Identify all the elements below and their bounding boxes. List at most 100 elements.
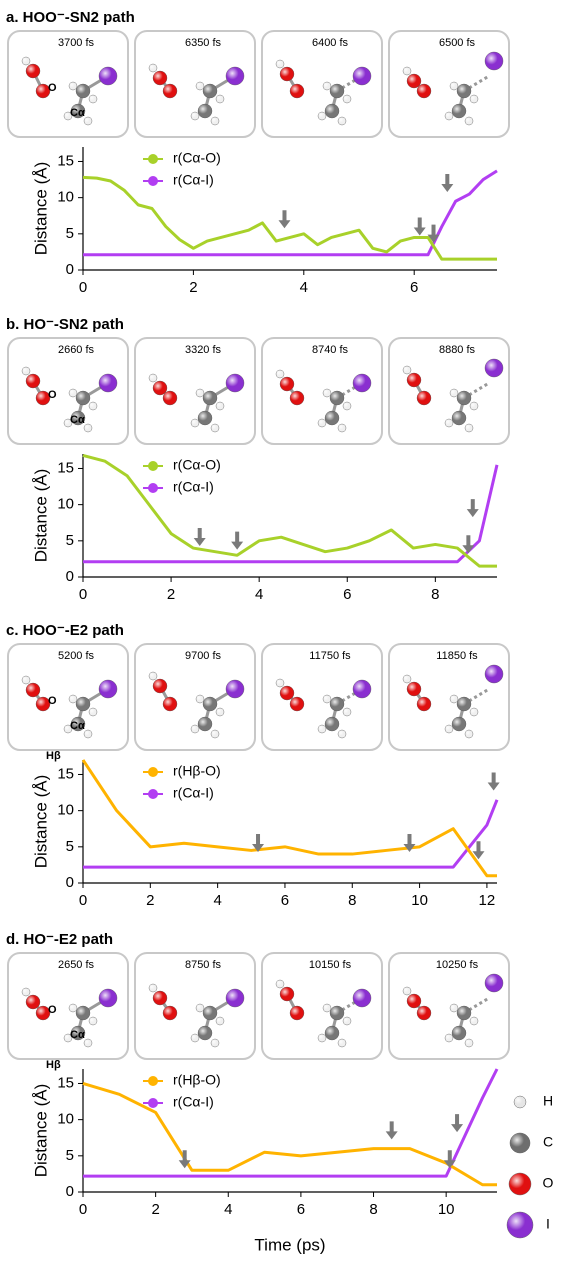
atom-label: O [48, 1004, 57, 1016]
atom-shine [26, 995, 40, 1009]
atom-shine [403, 366, 411, 374]
atom-label: Cα [70, 720, 85, 732]
snapshot-time: 3320 fs [185, 344, 222, 356]
atom-shine [330, 1006, 344, 1020]
panel-title: c. HOO⁻-E2 path [6, 622, 124, 639]
atom-shine [445, 725, 453, 733]
atom-shine [22, 57, 30, 65]
atom-shine [290, 1006, 304, 1020]
atom-shine [26, 683, 40, 697]
atom-shine [445, 1034, 453, 1042]
atom-shine [450, 389, 458, 397]
x-tick-label: 4 [300, 279, 308, 296]
arrow [194, 528, 206, 546]
atom-shine [417, 84, 431, 98]
atom-shine [323, 695, 331, 703]
atom-shine [330, 391, 344, 405]
atom-label: Hβ [46, 750, 61, 762]
legend-label: r(Cα-I) [173, 1094, 214, 1110]
atom-shine [276, 980, 284, 988]
atom-shine [485, 665, 503, 683]
atom-shine [325, 411, 339, 425]
snapshot-time: 8750 fs [185, 959, 222, 971]
atom-shine [338, 117, 346, 125]
atom-shine [343, 95, 351, 103]
atom-shine [353, 67, 371, 85]
atom-shine [84, 730, 92, 738]
atom-shine [198, 411, 212, 425]
x-tick-label: 6 [297, 1201, 305, 1218]
arrow [462, 535, 474, 553]
y-axis-label: Distance (Å) [31, 469, 50, 563]
atom-shine [353, 374, 371, 392]
atom-shine [149, 984, 157, 992]
atom-shine [338, 730, 346, 738]
atom-shine [470, 402, 478, 410]
atom-shine [450, 1004, 458, 1012]
atom-shine [203, 391, 217, 405]
atom-shine [211, 1039, 219, 1047]
atom-shine [203, 1006, 217, 1020]
atom-shine [26, 374, 40, 388]
atom-shine [465, 117, 473, 125]
atom-shine [198, 1026, 212, 1040]
x-tick-label: 10 [438, 1201, 455, 1218]
x-tick-label: 6 [343, 586, 351, 603]
arrow [231, 532, 243, 550]
x-tick-label: 8 [431, 586, 439, 603]
atom-shine [338, 424, 346, 432]
atom-shine [407, 994, 421, 1008]
atom-shine [417, 391, 431, 405]
atom-shine [149, 374, 157, 382]
y-axis-label: Distance (Å) [31, 162, 50, 256]
atom-shine [196, 82, 204, 90]
atom-shine [280, 377, 294, 391]
atom-shine [226, 374, 244, 392]
snapshot-time: 10250 fs [436, 959, 479, 971]
x-tick-label: 8 [348, 892, 356, 909]
atom-shine [318, 1034, 326, 1042]
x-tick-label: 4 [255, 586, 263, 603]
panel-title: a. HOO⁻-SN2 path [6, 9, 135, 26]
atom-shine [450, 695, 458, 703]
atom-shine [457, 84, 471, 98]
y-tick-label: 5 [66, 838, 74, 855]
legend-label: r(Cα-I) [173, 479, 214, 495]
atom-label: Cα [70, 1029, 85, 1041]
snapshot-time: 8880 fs [439, 344, 476, 356]
atom-shine [69, 695, 77, 703]
atom-shine [485, 52, 503, 70]
atom-shine [22, 367, 30, 375]
arrow [488, 773, 500, 791]
atom-shine [457, 697, 471, 711]
atom-shine [76, 1006, 90, 1020]
atom-shine [452, 717, 466, 731]
atom-shine [191, 725, 199, 733]
y-tick-label: 15 [57, 152, 74, 169]
atom-shine [509, 1173, 531, 1195]
atom-shine [153, 71, 167, 85]
atom-shine [318, 725, 326, 733]
atom-shine [353, 989, 371, 1007]
atom-shine [470, 1017, 478, 1025]
atom-shine [22, 988, 30, 996]
x-tick-label: 8 [369, 1201, 377, 1218]
atom-shine [452, 411, 466, 425]
atom-shine [465, 730, 473, 738]
atom-shine [407, 373, 421, 387]
atom-shine [149, 672, 157, 680]
atom-shine [22, 676, 30, 684]
y-tick-label: 0 [66, 1183, 74, 1200]
atom-label: O [48, 389, 57, 401]
series-line [83, 760, 497, 876]
atom-shine [323, 1004, 331, 1012]
atom-shine [338, 1039, 346, 1047]
atom-label: Cα [70, 414, 85, 426]
atom-shine [465, 1039, 473, 1047]
atom-shine [191, 1034, 199, 1042]
legend-label: r(Cα-O) [173, 457, 221, 473]
y-axis-label: Distance (Å) [31, 775, 50, 869]
atom-shine [163, 391, 177, 405]
legend-label: r(Cα-O) [173, 150, 221, 166]
atom-shine [407, 74, 421, 88]
